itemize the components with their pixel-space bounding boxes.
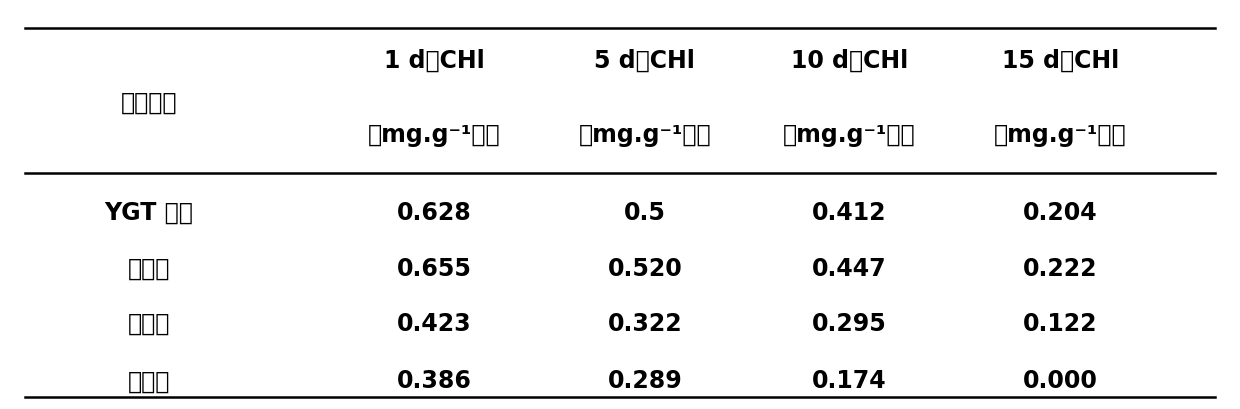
Text: 0.222: 0.222 [1023, 256, 1097, 280]
Text: 0.386: 0.386 [397, 369, 471, 392]
Text: 0.295: 0.295 [812, 311, 887, 335]
Text: 0.322: 0.322 [608, 311, 682, 335]
Text: YGT 处理: YGT 处理 [104, 201, 193, 225]
Text: 对照一: 对照一 [128, 256, 170, 280]
Text: （mg.g⁻¹））: （mg.g⁻¹）） [368, 123, 500, 147]
Text: 15 d（CHl: 15 d（CHl [1002, 49, 1118, 73]
Text: 0.289: 0.289 [608, 369, 682, 392]
Text: 0.000: 0.000 [1023, 369, 1097, 392]
Text: 0.628: 0.628 [397, 201, 471, 225]
Text: 10 d（CHl: 10 d（CHl [791, 49, 908, 73]
Text: 0.204: 0.204 [1023, 201, 1097, 225]
Text: （mg.g⁻¹））: （mg.g⁻¹）） [994, 123, 1126, 147]
Text: 0.174: 0.174 [812, 369, 887, 392]
Text: 处理方法: 处理方法 [120, 90, 177, 114]
Text: 0.122: 0.122 [1023, 311, 1097, 335]
Text: （mg.g⁻¹））: （mg.g⁻¹）） [579, 123, 711, 147]
Text: 0.447: 0.447 [812, 256, 887, 280]
Text: 0.5: 0.5 [624, 201, 666, 225]
Text: （mg.g⁻¹））: （mg.g⁻¹）） [784, 123, 915, 147]
Text: 1 d（CHl: 1 d（CHl [383, 49, 485, 73]
Text: 0.412: 0.412 [812, 201, 887, 225]
Text: 0.520: 0.520 [608, 256, 682, 280]
Text: 5 d（CHl: 5 d（CHl [594, 49, 696, 73]
Text: 0.655: 0.655 [397, 256, 471, 280]
Text: 对照三: 对照三 [128, 369, 170, 392]
Text: 0.423: 0.423 [397, 311, 471, 335]
Text: 对照二: 对照二 [128, 311, 170, 335]
